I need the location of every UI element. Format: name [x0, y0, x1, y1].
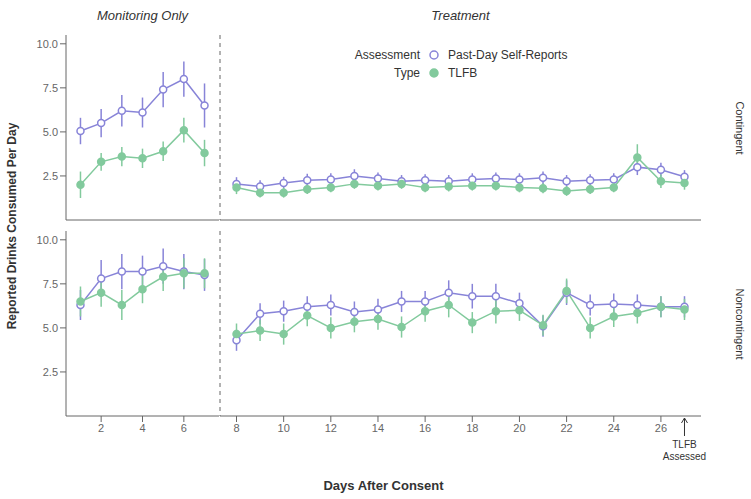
html-text:Past-Day Self-Reports: Past-Day Self-Reports — [448, 47, 568, 62]
svg-text:8: 8 — [233, 422, 239, 434]
html-text:Noncontingent: Noncontingent — [734, 288, 746, 359]
svg-text:2.5: 2.5 — [43, 170, 58, 182]
svg-text:12: 12 — [325, 422, 337, 434]
html-text:Monitoring Only: Monitoring Only — [97, 8, 188, 23]
svg-text:22: 22 — [560, 422, 572, 434]
svg-text:16: 16 — [419, 422, 431, 434]
svg-text:18: 18 — [466, 422, 478, 434]
svg-text:2: 2 — [98, 422, 104, 434]
svg-text:5.0: 5.0 — [43, 126, 58, 138]
svg-text:26: 26 — [655, 422, 667, 434]
html-text:Treatment: Treatment — [431, 8, 490, 23]
svg-text:6: 6 — [181, 422, 187, 434]
svg-text:10.0: 10.0 — [37, 38, 58, 50]
svg-text:7.5: 7.5 — [43, 82, 58, 94]
svg-text:14: 14 — [372, 422, 384, 434]
html-text:Days After Consent: Days After Consent — [323, 478, 444, 493]
svg-text:5.0: 5.0 — [43, 322, 58, 334]
html-text:TLFB: TLFB — [448, 65, 478, 80]
html-text:Contingent: Contingent — [734, 100, 746, 155]
svg-text:2.5: 2.5 — [43, 366, 58, 378]
svg-text:TLFBAssessed: TLFBAssessed — [663, 439, 706, 462]
html-text:Type: Type — [394, 65, 420, 80]
html-text:Reported Drinks Consumed Per D: Reported Drinks Consumed Per Day — [5, 122, 19, 329]
svg-text:24: 24 — [608, 422, 620, 434]
html-text:Assessment: Assessment — [354, 47, 420, 62]
svg-text:20: 20 — [513, 422, 525, 434]
svg-text:4: 4 — [139, 422, 145, 434]
svg-text:7.5: 7.5 — [43, 278, 58, 290]
svg-text:10.0: 10.0 — [37, 234, 58, 246]
svg-text:10: 10 — [278, 422, 290, 434]
